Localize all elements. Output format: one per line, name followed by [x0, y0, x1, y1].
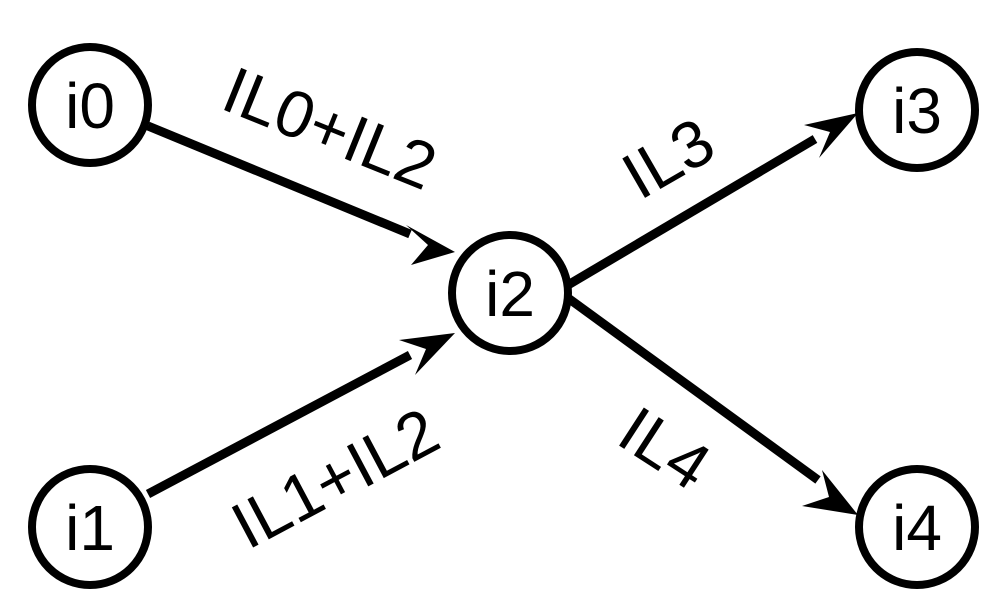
node-circle	[855, 465, 979, 589]
edge-line	[565, 294, 821, 484]
node-i4: i4	[855, 465, 979, 589]
arrow-head-icon	[802, 470, 858, 515]
edge-label-i2-i4: IL4	[606, 392, 723, 504]
node-circle	[448, 231, 572, 355]
edge-i2-i3: IL3	[565, 103, 858, 289]
edge-i1-i2: IL1+IL2	[145, 333, 455, 563]
arrow-head-icon	[804, 113, 858, 158]
node-label-i4: i4	[892, 492, 942, 564]
edge-label-i2-i3: IL3	[610, 103, 726, 213]
node-i2: i2	[448, 231, 572, 355]
node-label-i3: i3	[892, 75, 942, 147]
edge-label-i0-i2: IL0+IL2	[213, 52, 447, 204]
edge-i2-i4: IL4	[565, 294, 858, 515]
edge-label-i1-i2: IL1+IL2	[220, 393, 451, 563]
edge-line	[145, 351, 413, 498]
edge-i0-i2: IL0+IL2	[146, 52, 455, 265]
node-i3: i3	[855, 48, 979, 172]
node-circle	[855, 48, 979, 172]
node-label-i2: i2	[485, 258, 535, 330]
arrow-head-icon	[399, 333, 455, 375]
edge-line	[565, 135, 818, 289]
node-label-i1: i1	[65, 492, 115, 564]
node-i0: i0	[28, 43, 152, 167]
node-circle	[28, 43, 152, 167]
node-circle	[28, 465, 152, 589]
node-label-i0: i0	[65, 70, 115, 142]
edge-line	[146, 121, 412, 239]
arrow-head-icon	[406, 225, 455, 265]
node-i1: i1	[28, 465, 152, 589]
